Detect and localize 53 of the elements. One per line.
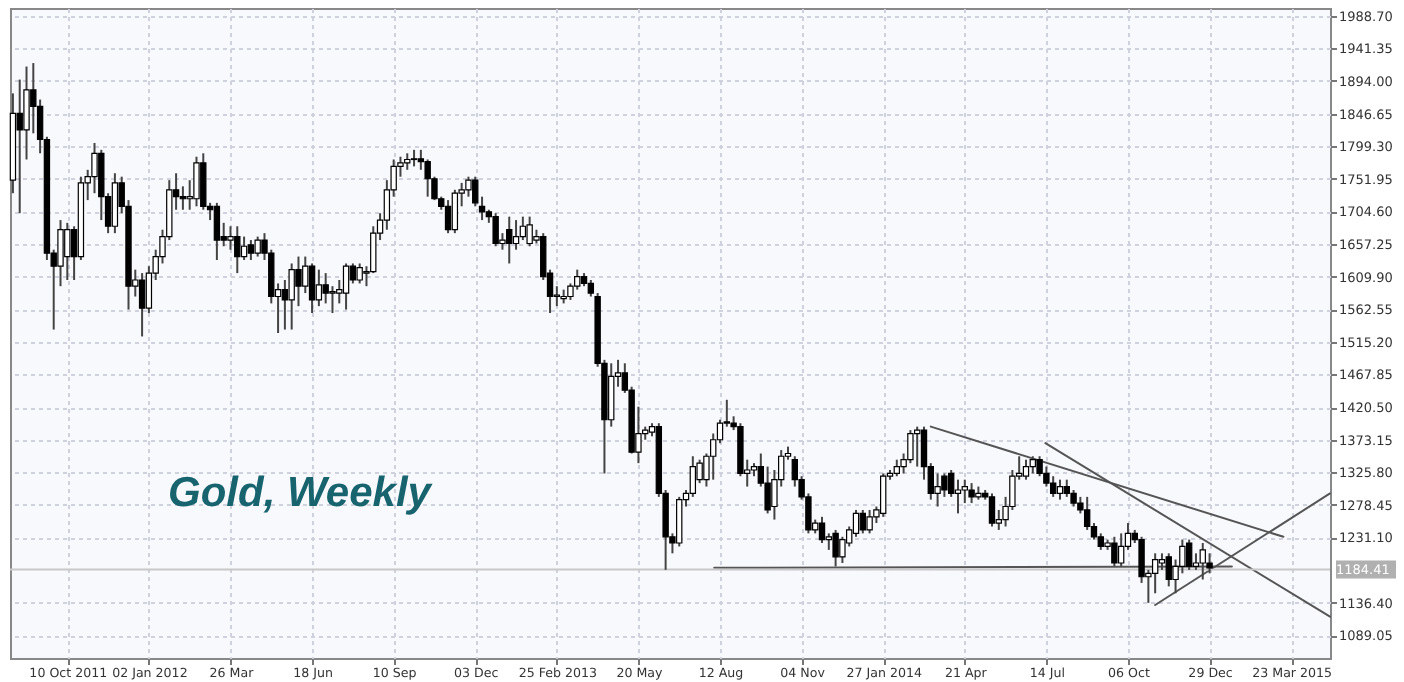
candlestick [91,141,98,195]
candlestick [954,478,962,515]
candlestick [424,158,431,198]
candlestick [213,201,221,262]
candlestick [1165,552,1172,588]
candlestick [1199,542,1206,581]
candlestick [852,508,860,538]
candlestick [1185,538,1193,571]
candlestick [329,285,336,315]
candlestick [866,508,873,535]
candlestick [227,225,234,251]
candlestick [512,219,520,251]
candlestick [138,272,146,338]
candlestick [342,262,350,311]
candlestick [506,215,513,265]
candlestick [914,425,921,468]
candlestick [1049,475,1057,498]
annotation: Gold, Weekly [168,470,434,516]
candlestick [64,221,71,281]
candlestick [1151,552,1159,595]
candlestick [907,429,914,465]
candlestick [288,262,295,331]
candlestick [444,199,452,235]
candlestick [295,255,302,308]
candlestick [859,508,866,535]
candlestick [988,492,996,528]
candlestick [16,78,23,215]
candlestick [308,262,316,315]
candlestick [676,495,683,548]
candlestick [818,515,826,545]
candlestick [1022,458,1030,481]
candlestick [961,478,968,505]
candlestick [111,172,119,235]
candlestick [465,175,472,198]
candlestick [934,472,941,508]
candlestick [315,268,323,308]
candlestick [519,215,527,242]
candlestick [322,272,329,305]
candlestick [968,482,975,505]
candlestick [492,212,499,248]
candlestick [356,262,363,285]
candlestick [240,235,248,262]
candlestick [254,235,261,258]
candlestick [1056,478,1064,501]
candlestick [193,155,200,208]
candlestick [451,188,459,235]
candlestick [526,215,533,248]
candlestick [1111,535,1118,568]
candlestick [880,472,887,518]
candlestick [247,239,255,262]
candlestick [832,528,839,568]
candlestick [234,225,241,275]
candlestick [608,362,615,428]
